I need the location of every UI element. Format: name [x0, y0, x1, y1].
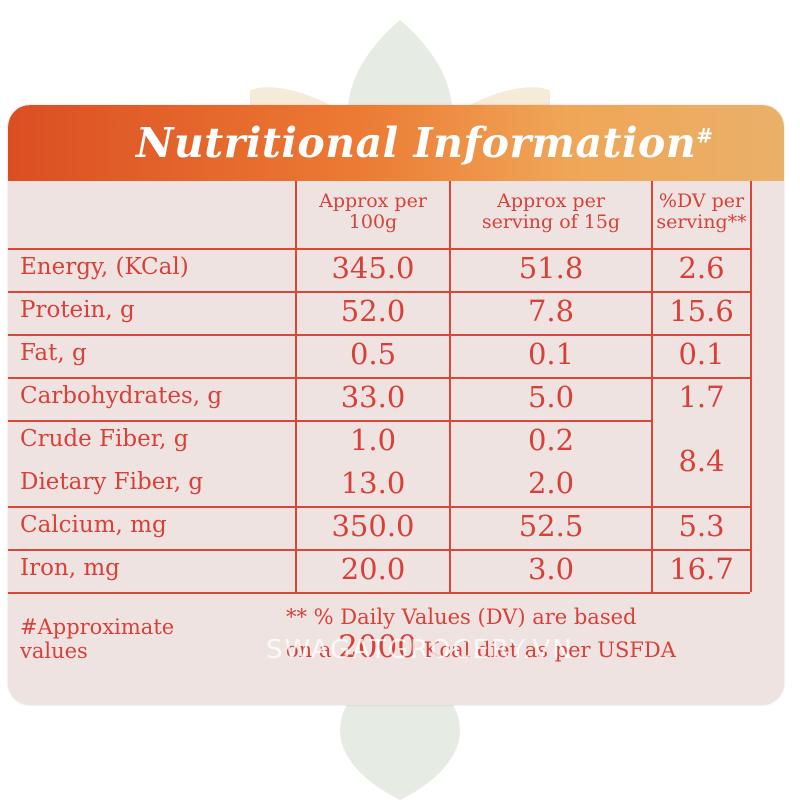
column-divider	[651, 181, 653, 592]
footnote-line: #Approximate	[20, 615, 175, 639]
row-label-carbohydrates: Carbohydrates, g	[20, 383, 223, 409]
value-per-serving: 51.8	[518, 251, 584, 285]
value-per-100g: 0.5	[349, 337, 397, 371]
watermark: SWAGATGROCERY.VN	[266, 635, 574, 665]
title-mark: #	[696, 123, 714, 148]
row-divider	[8, 506, 750, 508]
row-divider	[8, 549, 750, 551]
row-label-energy: Energy, (KCal)	[20, 254, 189, 280]
value-per-100g: 1.0	[349, 423, 397, 457]
footnote-daily-values: ** % Daily Values (DV) are based on a 20…	[286, 605, 676, 663]
value-per-serving: 7.8	[527, 294, 575, 328]
value-dv: 2.6	[678, 251, 725, 285]
footnote-text: on a	[286, 638, 332, 662]
value-per-serving: 2.0	[527, 466, 575, 500]
value-per-100g: 350.0	[331, 509, 415, 543]
footnote-line: ** % Daily Values (DV) are based	[286, 605, 637, 629]
value-per-100g: 52.0	[340, 294, 406, 328]
footnote-big-number: 2000	[338, 629, 417, 665]
title-banner: Nutritional Information#	[8, 105, 784, 181]
header-line: serving of 15g	[481, 211, 621, 233]
row-label-iron: Iron, mg	[20, 555, 120, 581]
value-dv: 15.6	[669, 294, 734, 328]
column-header-per-serving: Approx per serving of 15g	[451, 191, 651, 233]
value-dv: 5.3	[678, 509, 725, 543]
row-label-crude-fiber: Crude Fiber, g	[20, 426, 189, 452]
value-per-serving: 5.0	[527, 380, 575, 414]
header-line: 100g	[348, 211, 398, 233]
footnote-line: values	[20, 639, 88, 663]
label-title: Nutritional Information#	[136, 119, 713, 167]
column-divider	[449, 181, 451, 592]
header-line: serving**	[656, 211, 747, 233]
value-per-100g: 13.0	[340, 466, 406, 500]
nutrition-table: Approx per 100g Approx per serving of 15…	[8, 105, 784, 705]
row-label-fat: Fat, g	[20, 340, 87, 366]
title-text: Nutritional Information	[136, 119, 697, 167]
header-line: %DV per	[658, 190, 745, 212]
header-line: Approx per	[497, 190, 605, 212]
row-divider	[8, 334, 750, 336]
row-label-protein: Protein, g	[20, 297, 135, 323]
row-divider	[8, 592, 750, 594]
value-per-100g: 33.0	[340, 380, 406, 414]
row-label-calcium: Calcium, mg	[20, 512, 167, 538]
row-divider	[8, 377, 750, 379]
footnote-line: on a 2000 Kcal diet as per USFDA	[286, 632, 676, 663]
row-divider	[8, 248, 750, 250]
footnote-text: Kcal diet as per USFDA	[423, 638, 676, 662]
column-header-per-100g: Approx per 100g	[297, 191, 449, 233]
value-dv: 16.7	[669, 552, 734, 586]
column-divider	[295, 181, 297, 592]
nutrition-label: Nutritional Information# Approx per 100g…	[8, 105, 784, 705]
value-per-serving: 0.1	[527, 337, 575, 371]
value-per-serving: 3.0	[527, 552, 575, 586]
column-header-dv: %DV per serving**	[653, 191, 750, 233]
value-per-100g: 20.0	[340, 552, 406, 586]
column-divider	[750, 181, 752, 592]
row-divider	[8, 420, 651, 422]
value-dv: 0.1	[678, 337, 725, 371]
footnote-approximate: #Approximate values	[20, 615, 174, 663]
value-per-100g: 345.0	[331, 251, 415, 285]
value-dv: 1.7	[678, 380, 725, 414]
row-label-dietary-fiber: Dietary Fiber, g	[20, 469, 204, 495]
value-per-serving: 0.2	[527, 423, 575, 457]
row-divider	[8, 291, 750, 293]
value-per-serving: 52.5	[518, 509, 584, 543]
value-dv-fiber-merged: 8.4	[678, 444, 725, 478]
header-line: Approx per	[319, 190, 427, 212]
